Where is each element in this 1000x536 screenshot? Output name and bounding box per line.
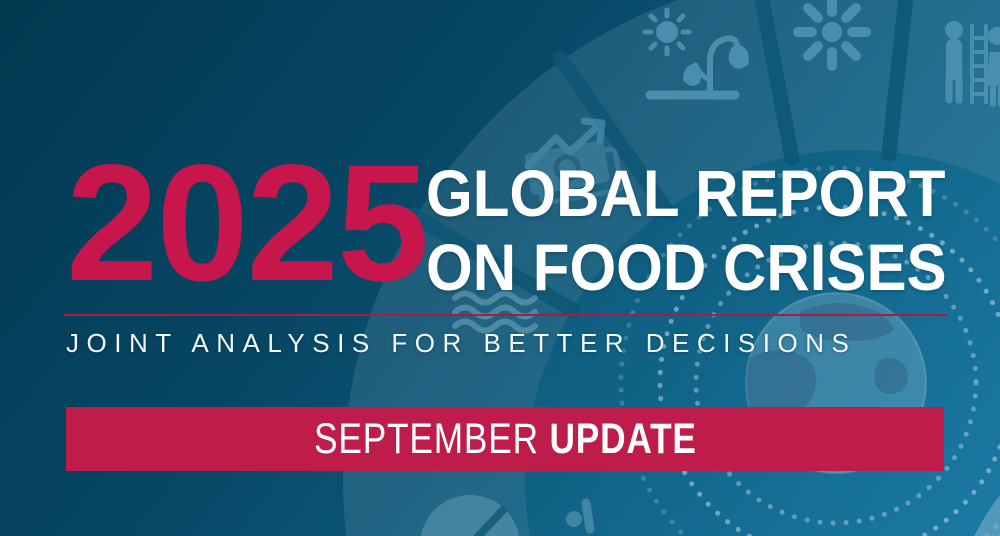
report-title: GLOBAL REPORT ON FOOD CRISES	[426, 156, 972, 304]
update-banner-text: SEPTEMBER UPDATE	[313, 414, 697, 463]
report-subtitle: JOINT ANALYSIS FOR BETTER DECISIONS	[66, 328, 857, 358]
report-title-line1: GLOBAL REPORT	[426, 156, 946, 230]
people-measuring-icon	[945, 21, 1000, 107]
drought-wilted-plant-icon	[642, 7, 749, 100]
divider-rule	[64, 314, 948, 316]
banner-month: SEPTEMBER	[313, 414, 539, 463]
corner-wedge	[974, 495, 1000, 536]
report-title-line2: ON FOOD CRISES	[426, 230, 947, 304]
pie-chart-icon	[420, 495, 520, 536]
person-flag-icon	[566, 498, 595, 534]
update-banner: SEPTEMBER UPDATE	[66, 407, 944, 471]
banner-suffix: UPDATE	[549, 414, 697, 463]
report-year: 2025	[66, 131, 429, 316]
sunburst-icon	[793, 0, 871, 71]
